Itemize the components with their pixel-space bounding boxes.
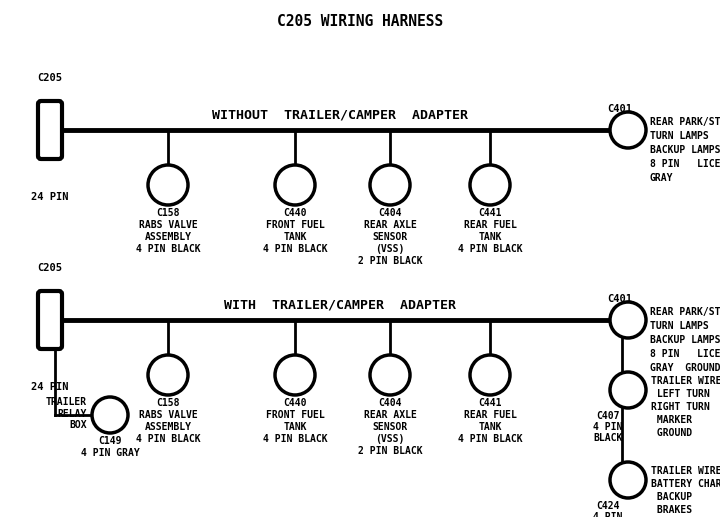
Text: 4 PIN BLACK: 4 PIN BLACK bbox=[135, 434, 200, 444]
Text: BACKUP: BACKUP bbox=[651, 492, 692, 502]
Text: C441: C441 bbox=[478, 208, 502, 218]
Text: TRAILER WIRES: TRAILER WIRES bbox=[651, 466, 720, 476]
Text: REAR PARK/STOP: REAR PARK/STOP bbox=[650, 117, 720, 127]
Text: BRAKES: BRAKES bbox=[651, 505, 692, 515]
Text: TURN LAMPS: TURN LAMPS bbox=[650, 131, 708, 141]
Text: WITHOUT  TRAILER/CAMPER  ADAPTER: WITHOUT TRAILER/CAMPER ADAPTER bbox=[212, 108, 468, 121]
Circle shape bbox=[370, 355, 410, 395]
Text: TANK: TANK bbox=[478, 232, 502, 242]
Text: 24 PIN: 24 PIN bbox=[31, 192, 68, 202]
Text: TRAILER
RELAY
BOX: TRAILER RELAY BOX bbox=[46, 397, 87, 430]
FancyBboxPatch shape bbox=[38, 101, 62, 159]
Text: GRAY: GRAY bbox=[650, 173, 673, 183]
Text: C424: C424 bbox=[596, 501, 620, 511]
Text: C440: C440 bbox=[283, 208, 307, 218]
Text: FRONT FUEL: FRONT FUEL bbox=[266, 220, 325, 230]
FancyBboxPatch shape bbox=[38, 291, 62, 349]
Text: MARKER: MARKER bbox=[651, 415, 692, 425]
Text: C401: C401 bbox=[608, 294, 632, 304]
Text: (VSS): (VSS) bbox=[375, 244, 405, 254]
Text: TANK: TANK bbox=[478, 422, 502, 432]
Circle shape bbox=[92, 397, 128, 433]
Text: ASSEMBLY: ASSEMBLY bbox=[145, 422, 192, 432]
Text: (VSS): (VSS) bbox=[375, 434, 405, 444]
Text: C441: C441 bbox=[478, 398, 502, 408]
Circle shape bbox=[148, 165, 188, 205]
Text: 4 PIN: 4 PIN bbox=[593, 422, 623, 432]
Circle shape bbox=[470, 165, 510, 205]
Text: 8 PIN   LICENSE LAMPS: 8 PIN LICENSE LAMPS bbox=[650, 159, 720, 169]
Text: TRAILER WIRES: TRAILER WIRES bbox=[651, 376, 720, 386]
Text: BATTERY CHARGE: BATTERY CHARGE bbox=[651, 479, 720, 489]
Circle shape bbox=[610, 112, 646, 148]
Text: 4 PIN: 4 PIN bbox=[593, 512, 623, 517]
Text: 4 PIN GRAY: 4 PIN GRAY bbox=[81, 448, 140, 458]
Text: WITH  TRAILER/CAMPER  ADAPTER: WITH TRAILER/CAMPER ADAPTER bbox=[224, 298, 456, 311]
Text: SENSOR: SENSOR bbox=[372, 232, 408, 242]
Text: 4 PIN BLACK: 4 PIN BLACK bbox=[135, 244, 200, 254]
Circle shape bbox=[275, 165, 315, 205]
Circle shape bbox=[148, 355, 188, 395]
Text: REAR AXLE: REAR AXLE bbox=[364, 410, 416, 420]
Text: TANK: TANK bbox=[283, 422, 307, 432]
Text: C158: C158 bbox=[156, 398, 180, 408]
Text: SENSOR: SENSOR bbox=[372, 422, 408, 432]
Text: RABS VALVE: RABS VALVE bbox=[139, 410, 197, 420]
Text: ASSEMBLY: ASSEMBLY bbox=[145, 232, 192, 242]
Text: C205: C205 bbox=[37, 73, 63, 83]
Text: C407: C407 bbox=[596, 411, 620, 421]
Circle shape bbox=[370, 165, 410, 205]
Text: 8 PIN   LICENSE LAMPS: 8 PIN LICENSE LAMPS bbox=[650, 349, 720, 359]
Text: 4 PIN BLACK: 4 PIN BLACK bbox=[263, 434, 328, 444]
Text: REAR PARK/STOP: REAR PARK/STOP bbox=[650, 307, 720, 317]
Circle shape bbox=[610, 372, 646, 408]
Text: RABS VALVE: RABS VALVE bbox=[139, 220, 197, 230]
Text: TANK: TANK bbox=[283, 232, 307, 242]
Text: C401: C401 bbox=[608, 104, 632, 114]
Text: BACKUP LAMPS: BACKUP LAMPS bbox=[650, 335, 720, 345]
Text: REAR FUEL: REAR FUEL bbox=[464, 410, 516, 420]
Circle shape bbox=[275, 355, 315, 395]
Circle shape bbox=[470, 355, 510, 395]
Text: 2 PIN BLACK: 2 PIN BLACK bbox=[358, 446, 423, 456]
Text: C149: C149 bbox=[98, 436, 122, 446]
Text: C404: C404 bbox=[378, 398, 402, 408]
Text: RIGHT TURN: RIGHT TURN bbox=[651, 402, 710, 412]
Text: C205: C205 bbox=[37, 263, 63, 273]
Text: BACKUP LAMPS: BACKUP LAMPS bbox=[650, 145, 720, 155]
Text: FRONT FUEL: FRONT FUEL bbox=[266, 410, 325, 420]
Text: 4 PIN BLACK: 4 PIN BLACK bbox=[458, 434, 522, 444]
Text: REAR AXLE: REAR AXLE bbox=[364, 220, 416, 230]
Text: LEFT TURN: LEFT TURN bbox=[651, 389, 710, 399]
Text: GROUND: GROUND bbox=[651, 428, 692, 438]
Text: TURN LAMPS: TURN LAMPS bbox=[650, 321, 708, 331]
Text: C440: C440 bbox=[283, 398, 307, 408]
Text: 4 PIN BLACK: 4 PIN BLACK bbox=[263, 244, 328, 254]
Text: C158: C158 bbox=[156, 208, 180, 218]
Text: BLACK: BLACK bbox=[593, 433, 623, 443]
Text: 2 PIN BLACK: 2 PIN BLACK bbox=[358, 256, 423, 266]
Circle shape bbox=[610, 462, 646, 498]
Text: REAR FUEL: REAR FUEL bbox=[464, 220, 516, 230]
Text: C404: C404 bbox=[378, 208, 402, 218]
Text: 24 PIN: 24 PIN bbox=[31, 382, 68, 392]
Circle shape bbox=[610, 302, 646, 338]
Text: GRAY  GROUND: GRAY GROUND bbox=[650, 363, 720, 373]
Text: C205 WIRING HARNESS: C205 WIRING HARNESS bbox=[277, 14, 443, 29]
Text: 4 PIN BLACK: 4 PIN BLACK bbox=[458, 244, 522, 254]
